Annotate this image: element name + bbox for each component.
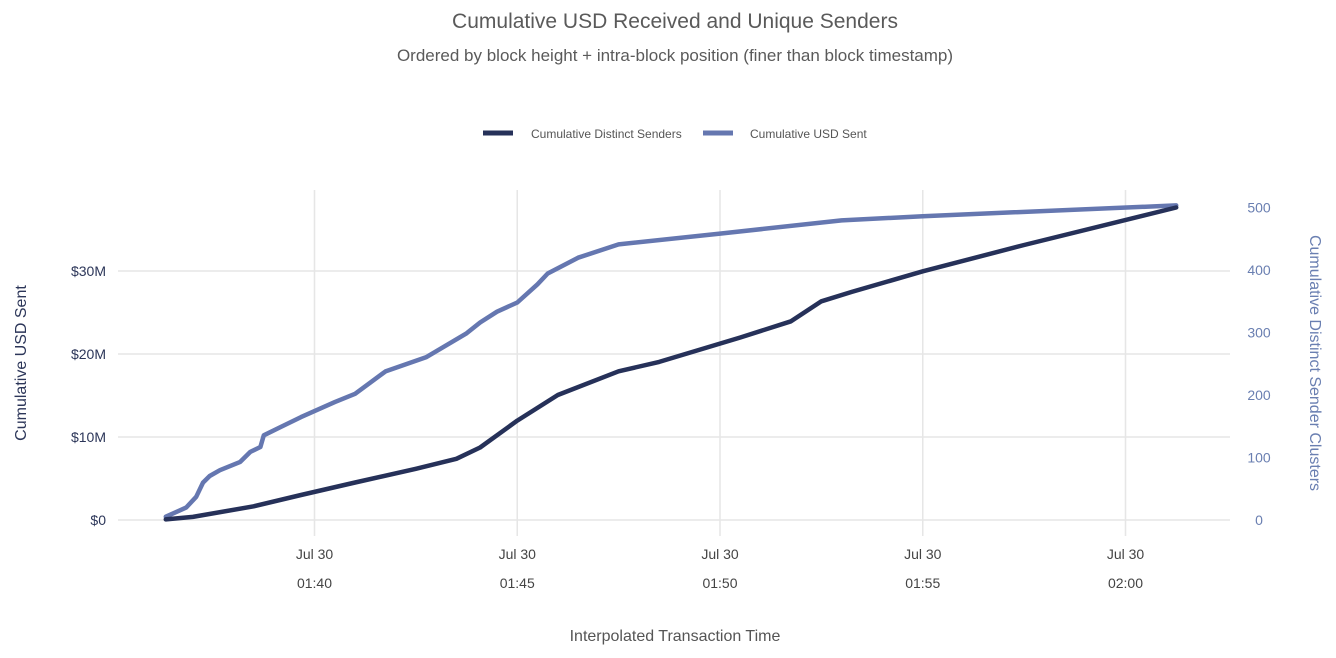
series-lines <box>163 203 1179 522</box>
legend: Cumulative Distinct Senders Cumulative U… <box>483 127 867 141</box>
x-axis: Jul 30 01:40 Jul 30 01:45 Jul 30 01:50 Jul 30 0… <box>296 546 1145 591</box>
x-tick-date: Jul 30 <box>296 546 334 562</box>
chart-subtitle: Ordered by block height + intra-block po… <box>397 46 953 65</box>
y-right-tick-label: 400 <box>1247 262 1271 278</box>
y-left-tick-label: $20M <box>71 346 106 362</box>
y-right-tick-label: 0 <box>1255 512 1263 528</box>
y-axis-left: $0 $10M $20M $30M <box>71 263 106 528</box>
gridlines <box>118 190 1230 536</box>
y-axis-right-title: Cumulative Distinct Sender Clusters <box>1306 235 1323 491</box>
y-axis-right: 0 100 200 300 400 500 <box>1247 200 1271 529</box>
legend-label-usd-sent: Cumulative USD Sent <box>750 127 867 141</box>
legend-label-distinct-senders: Cumulative Distinct Senders <box>531 127 682 141</box>
y-left-tick-label: $10M <box>71 429 106 445</box>
y-right-tick-label: 200 <box>1247 387 1271 403</box>
x-tick-time: 01:50 <box>702 575 737 591</box>
x-tick-time: 01:45 <box>500 575 535 591</box>
x-tick-date: Jul 30 <box>1107 546 1145 562</box>
x-tick-date: Jul 30 <box>904 546 942 562</box>
x-axis-title: Interpolated Transaction Time <box>570 628 781 645</box>
x-tick-time: 01:40 <box>297 575 332 591</box>
y-right-tick-label: 300 <box>1247 325 1271 341</box>
series-line-cumulative-usd-sent <box>163 203 1179 519</box>
y-axis-left-title: Cumulative USD Sent <box>13 285 30 441</box>
y-left-tick-label: $0 <box>90 512 106 528</box>
chart-title: Cumulative USD Received and Unique Sende… <box>452 10 898 33</box>
series-line-cumulative-distinct-senders <box>163 205 1179 522</box>
y-right-tick-label: 500 <box>1247 200 1271 216</box>
y-right-tick-label: 100 <box>1247 450 1271 466</box>
x-tick-date: Jul 30 <box>499 546 537 562</box>
x-tick-time: 01:55 <box>905 575 940 591</box>
x-tick-time: 02:00 <box>1108 575 1143 591</box>
x-tick-date: Jul 30 <box>701 546 739 562</box>
y-left-tick-label: $30M <box>71 263 106 279</box>
